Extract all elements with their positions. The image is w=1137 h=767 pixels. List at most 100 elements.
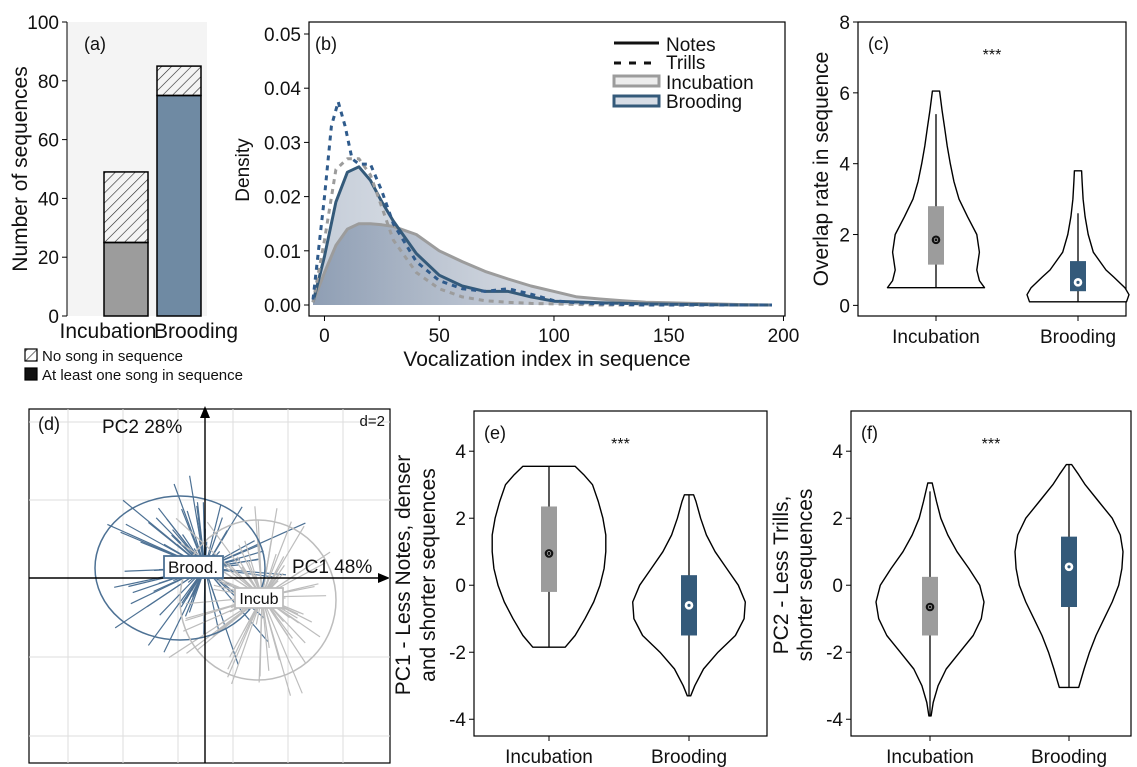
y-tick-label: -2: [449, 643, 466, 664]
y-tick-label: 80: [38, 72, 59, 93]
panel-label: (f): [861, 423, 878, 443]
x-tick-label: Incubation: [505, 747, 593, 767]
y-tick-label: 2: [455, 509, 466, 530]
y-tick-label: -2: [826, 643, 843, 664]
x-tick-label: Incubation: [892, 327, 980, 348]
legend-label: Brooding: [666, 92, 742, 113]
density-line-notes-brooding: [311, 165, 772, 307]
y-tick-label: 6: [839, 84, 850, 105]
panel-label-b: (b): [315, 34, 337, 54]
pc2-label: PC2 28%: [102, 417, 182, 438]
bar-nosong-incubation: [103, 171, 149, 244]
incub-label: Incub: [239, 591, 278, 608]
x-tick-label: Brooding: [651, 747, 727, 767]
incub-segment: [227, 596, 263, 670]
x-tick-label: Brooding: [154, 320, 238, 343]
legend-label: Incubation: [666, 73, 754, 94]
iqr-box-brooding: [1061, 536, 1077, 608]
incub-segment: [261, 596, 292, 696]
median-dot: [547, 551, 551, 555]
median-dot: [934, 238, 938, 242]
pc2-arrowhead: [200, 406, 210, 418]
y-tick-label: 0.00: [264, 296, 301, 317]
panel-label-d: (d): [38, 414, 60, 434]
panel-label-a: (a): [84, 34, 106, 54]
y-tick-label: -4: [449, 710, 466, 731]
y-axis-label: PC2 - Less Trills,: [770, 496, 793, 655]
y-axis-label: and shorter sequences: [417, 468, 440, 682]
scale-label: d=2: [360, 413, 385, 430]
bar-song-brooding: [156, 94, 202, 317]
y-tick-label: 100: [27, 13, 59, 34]
legend-swatch-brooding: [612, 94, 661, 108]
y-axis-label: Number of sequences: [9, 66, 32, 271]
x-tick-label: Brooding: [1040, 327, 1116, 348]
incub-ellipse: [179, 519, 337, 681]
y-axis-label: PC1 - Less Notes, denser: [392, 455, 415, 695]
x-tick-label: Incubation: [60, 320, 157, 343]
bar-nosong-brooding: [156, 65, 202, 97]
legend-label: No song in sequence: [42, 348, 183, 365]
x-tick-label: 150: [653, 326, 685, 347]
y-tick-label: 0.01: [264, 242, 301, 263]
brood-ellipse: [94, 495, 266, 641]
y-tick-label: 0: [455, 576, 466, 597]
significance-label: ***: [982, 436, 1001, 453]
pc1-label: PC1 48%: [292, 557, 372, 578]
legend-swatch-incubation: [612, 74, 661, 88]
incub-segment: [261, 525, 305, 598]
y-tick-label: 40: [38, 189, 59, 210]
pc1-arrowhead: [378, 573, 390, 583]
x-axis-label: Vocalization index in sequence: [403, 348, 690, 371]
incub-segment: [261, 521, 292, 598]
significance-label: ***: [611, 436, 630, 453]
incub-segment: [257, 520, 263, 598]
y-axis-label: Overlap rate in sequence: [810, 52, 833, 287]
median-dot: [1076, 280, 1080, 284]
y-tick-label: 0: [48, 307, 59, 328]
y-axis-label: Density: [233, 138, 254, 202]
brood-segment: [173, 483, 206, 569]
legend-label: At least one song in sequence: [42, 367, 243, 384]
incub-segment: [261, 508, 278, 598]
significance-label: ***: [983, 47, 1002, 64]
y-tick-label: -4: [826, 710, 843, 731]
y-tick-label: 20: [38, 248, 59, 269]
median-dot: [1067, 565, 1071, 569]
y-tick-label: 2: [839, 226, 850, 247]
median-dot: [687, 603, 691, 607]
x-tick-label: 100: [538, 326, 570, 347]
x-tick-label: 0: [319, 326, 330, 347]
panel-label: (c): [868, 34, 889, 54]
legend-swatch-nosong: [24, 348, 38, 362]
y-tick-label: 4: [832, 442, 843, 463]
bar-song-incubation: [103, 241, 149, 317]
legend-label: Notes: [666, 35, 716, 56]
brood-label: Brood.: [168, 558, 218, 577]
incub-segment: [258, 596, 263, 683]
y-tick-label: 0.02: [264, 188, 301, 209]
incub-label-box: [234, 587, 284, 609]
y-tick-label: 0.03: [264, 133, 301, 154]
y-axis-label: shorter sequences: [794, 489, 817, 662]
y-tick-label: 60: [38, 131, 59, 152]
y-tick-label: 0.04: [264, 79, 301, 100]
x-tick-label: Brooding: [1031, 747, 1107, 767]
incub-segment: [261, 596, 270, 671]
brood-label-box: [163, 555, 224, 579]
y-tick-label: 8: [839, 13, 850, 34]
y-tick-label: 0: [832, 576, 843, 597]
legend-label: Trills: [666, 53, 705, 74]
y-tick-label: 0: [839, 296, 850, 317]
x-tick-label: 50: [429, 326, 450, 347]
incub-segment: [206, 521, 263, 598]
density-line-trills-incubation: [311, 157, 772, 307]
y-tick-label: 2: [832, 509, 843, 530]
iqr-box-incubation: [928, 206, 944, 265]
iqr-box-brooding: [1070, 261, 1086, 292]
panel-label: (e): [484, 423, 506, 443]
median-dot: [928, 605, 932, 609]
y-tick-label: 4: [839, 155, 850, 176]
x-tick-label: 200: [768, 326, 800, 347]
